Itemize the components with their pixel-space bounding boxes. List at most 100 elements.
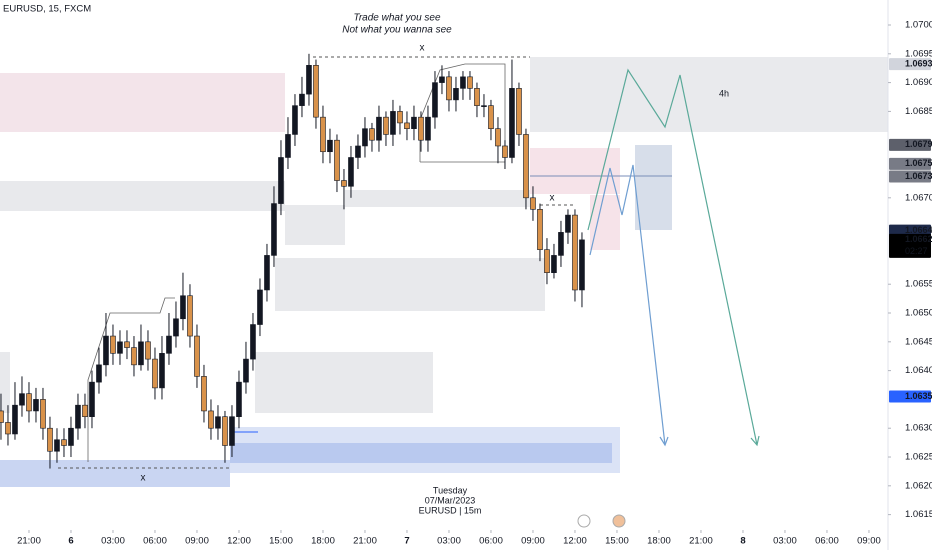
x-tick-label: 21:00 — [17, 536, 41, 547]
event-icon[interactable] — [577, 514, 591, 528]
candle-body — [131, 347, 137, 366]
x-tick-label: 06:00 — [815, 536, 839, 547]
x-tick-label: 18:00 — [311, 536, 335, 547]
candle-body — [292, 105, 298, 135]
candle-body — [222, 416, 228, 446]
candle-body — [215, 416, 221, 429]
event-icon[interactable] — [612, 514, 626, 528]
candle-body — [418, 116, 424, 141]
candle-body — [551, 255, 557, 273]
candle-body — [103, 335, 109, 366]
candle-body — [33, 399, 39, 412]
candle-body — [12, 404, 18, 435]
candle-body — [0, 410, 4, 423]
x-tick-label: 18:00 — [647, 536, 671, 547]
candle-body — [250, 324, 256, 360]
candle-body — [271, 203, 277, 256]
candle-body — [460, 76, 466, 89]
candle-body — [376, 116, 382, 141]
crosshair-label: 07/Mar/2023 — [425, 495, 476, 505]
candle-body — [544, 249, 550, 273]
y-tick-label: 1.06850 — [905, 106, 932, 117]
candle-body — [236, 381, 242, 417]
candle-body — [327, 139, 333, 153]
candle-body — [397, 111, 403, 124]
candle-body — [516, 88, 522, 135]
mark-label: x — [141, 473, 146, 484]
candle-body — [537, 209, 543, 250]
mark-label: x — [420, 43, 425, 54]
price-tag — [889, 58, 931, 71]
candle-body — [278, 157, 284, 204]
candle-body — [117, 341, 123, 354]
symbol-label: EURUSD, 15, FXCM — [3, 4, 91, 15]
price-countdown: 02:27 — [905, 246, 928, 256]
candle-body — [285, 134, 291, 158]
candle-body — [145, 341, 151, 360]
chart-subtitle: Not what you wanna see — [342, 25, 452, 36]
y-tick-label: 1.07000 — [905, 20, 932, 31]
price-tag — [889, 157, 931, 170]
candle-body — [40, 399, 46, 429]
zone — [0, 352, 10, 413]
indicator-line — [87, 297, 175, 462]
supply-zone — [0, 73, 285, 132]
price-tag — [889, 138, 931, 151]
x-tick-label: 12:00 — [227, 536, 251, 547]
x-tick-label: 15:00 — [269, 536, 293, 547]
price-tag-label: 1.06643 — [905, 225, 932, 235]
y-tick-label: 1.06550 — [905, 279, 932, 290]
candle-body — [425, 116, 431, 141]
candle-body — [61, 439, 67, 446]
candle-body — [509, 88, 515, 158]
x-tick-label: 21:00 — [689, 536, 713, 547]
zones — [0, 56, 888, 487]
price-tag-label: 1.06932 — [905, 59, 932, 69]
x-tick-label: 06:00 — [143, 536, 167, 547]
candle-body — [390, 111, 396, 135]
x-tick-label: 09:00 — [185, 536, 209, 547]
price-tag — [889, 224, 931, 237]
candle-body — [180, 295, 186, 320]
x-tick-label: 7 — [404, 536, 409, 547]
zone — [345, 190, 530, 207]
arrow-head — [659, 436, 669, 447]
y-tick-label: 1.06400 — [905, 365, 932, 376]
candle-body — [159, 353, 165, 389]
candle-body — [313, 65, 319, 118]
price-tag-label: 1.06737 — [905, 171, 932, 181]
candle-body — [341, 180, 347, 187]
y-tick-label: 1.06450 — [905, 336, 932, 347]
candle-body — [26, 393, 32, 412]
candle-body — [439, 76, 445, 83]
x-tick-label: 06:00 — [479, 536, 503, 547]
candle-body — [201, 376, 207, 412]
candle-body — [432, 82, 438, 118]
candle-body — [257, 289, 263, 325]
arrow-head — [750, 435, 760, 447]
candle-body — [348, 157, 354, 187]
price-tag-label: 1.06355 — [905, 391, 932, 401]
x-tick-label: 21:00 — [353, 536, 377, 547]
candle-body — [47, 427, 53, 452]
candle-body — [187, 295, 193, 337]
candle-body — [19, 393, 25, 406]
candle-body — [355, 145, 361, 158]
y-tick-label: 1.06300 — [905, 423, 932, 434]
candle-body — [229, 416, 235, 446]
candle-body — [362, 128, 368, 147]
y-tick-label: 1.06150 — [905, 509, 932, 520]
candle-body — [474, 88, 480, 106]
candle-body — [166, 335, 172, 354]
candle-body — [264, 255, 270, 291]
y-tick-label: 1.06500 — [905, 308, 932, 319]
projection-path — [587, 68, 758, 446]
candle-body — [243, 358, 249, 383]
candle-body — [481, 105, 487, 107]
candle-body — [110, 335, 116, 354]
price-tag-label: 1.06627 — [905, 234, 932, 244]
htf-zone — [530, 57, 888, 132]
candle-body — [488, 105, 494, 129]
candle-body — [89, 381, 95, 417]
candle-body — [320, 116, 326, 153]
